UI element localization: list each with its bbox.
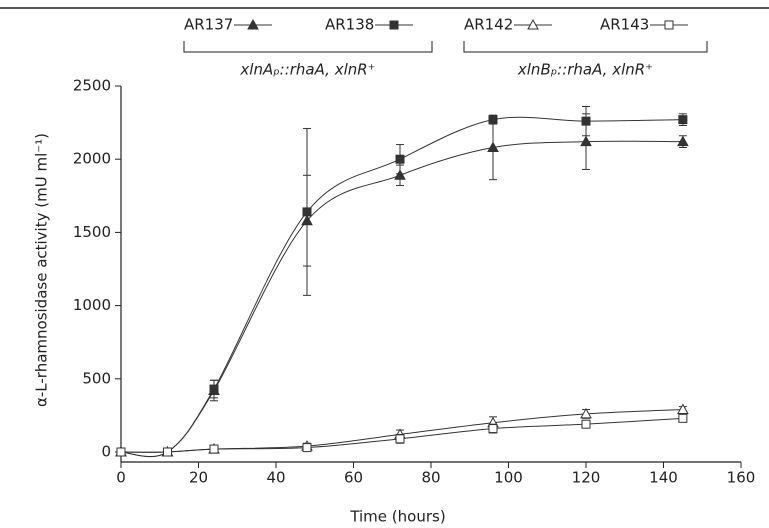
marker [580,407,592,419]
series-line [120,116,683,458]
marker [677,135,689,147]
x-tick-label: 140 [649,469,678,487]
x-tick-label: 120 [572,469,601,487]
y-axis-label: α-L-rhamnosidase activity (mU ml⁻¹) [33,133,51,407]
legend-group-label: xlnAₚ::rhaA, xlnR⁺ [239,61,375,79]
legend-marker [247,18,259,30]
marker [678,413,688,423]
legend-label: AR138 [325,16,374,34]
marker [581,419,591,429]
marker [394,169,406,180]
x-tick-label: 20 [189,469,208,487]
marker [209,444,219,454]
y-tick-label: 500 [82,369,111,387]
x-tick-label: 60 [344,469,363,487]
marker [677,403,689,415]
y-tick-label: 2500 [73,77,111,95]
x-axis-label: Time (hours) [349,508,445,526]
legend-marker [664,20,674,30]
marker [678,115,688,125]
x-tick-label: 40 [266,469,285,487]
legend-label: AR137 [184,16,233,34]
x-tick-label: 80 [421,469,440,487]
x-tick-label: 100 [494,469,523,487]
legend-bracket [183,41,433,53]
legend-marker [389,20,399,30]
legend-label: AR142 [464,16,513,34]
y-tick-label: 2000 [73,150,111,168]
series-line [120,140,683,458]
legend-marker [527,18,539,30]
marker [581,116,591,126]
marker [209,384,219,394]
marker [487,141,499,152]
marker [395,434,405,444]
x-tick-label: 160 [727,469,756,487]
series-line [120,409,683,453]
y-tick-label: 1500 [73,223,111,241]
marker [116,447,126,457]
x-tick-label: 0 [116,469,126,487]
legend-bracket [463,41,708,53]
legend-label: AR143 [600,16,649,34]
y-tick-label: 1000 [73,296,111,314]
marker [395,154,405,164]
legend-group-label: xlnBₚ::rhaA, xlnR⁺ [517,61,653,79]
marker [488,424,498,434]
marker [163,447,172,457]
marker [302,443,312,453]
marker [302,207,312,217]
marker [580,135,592,147]
marker [488,115,498,125]
y-tick-label: 0 [101,443,111,461]
